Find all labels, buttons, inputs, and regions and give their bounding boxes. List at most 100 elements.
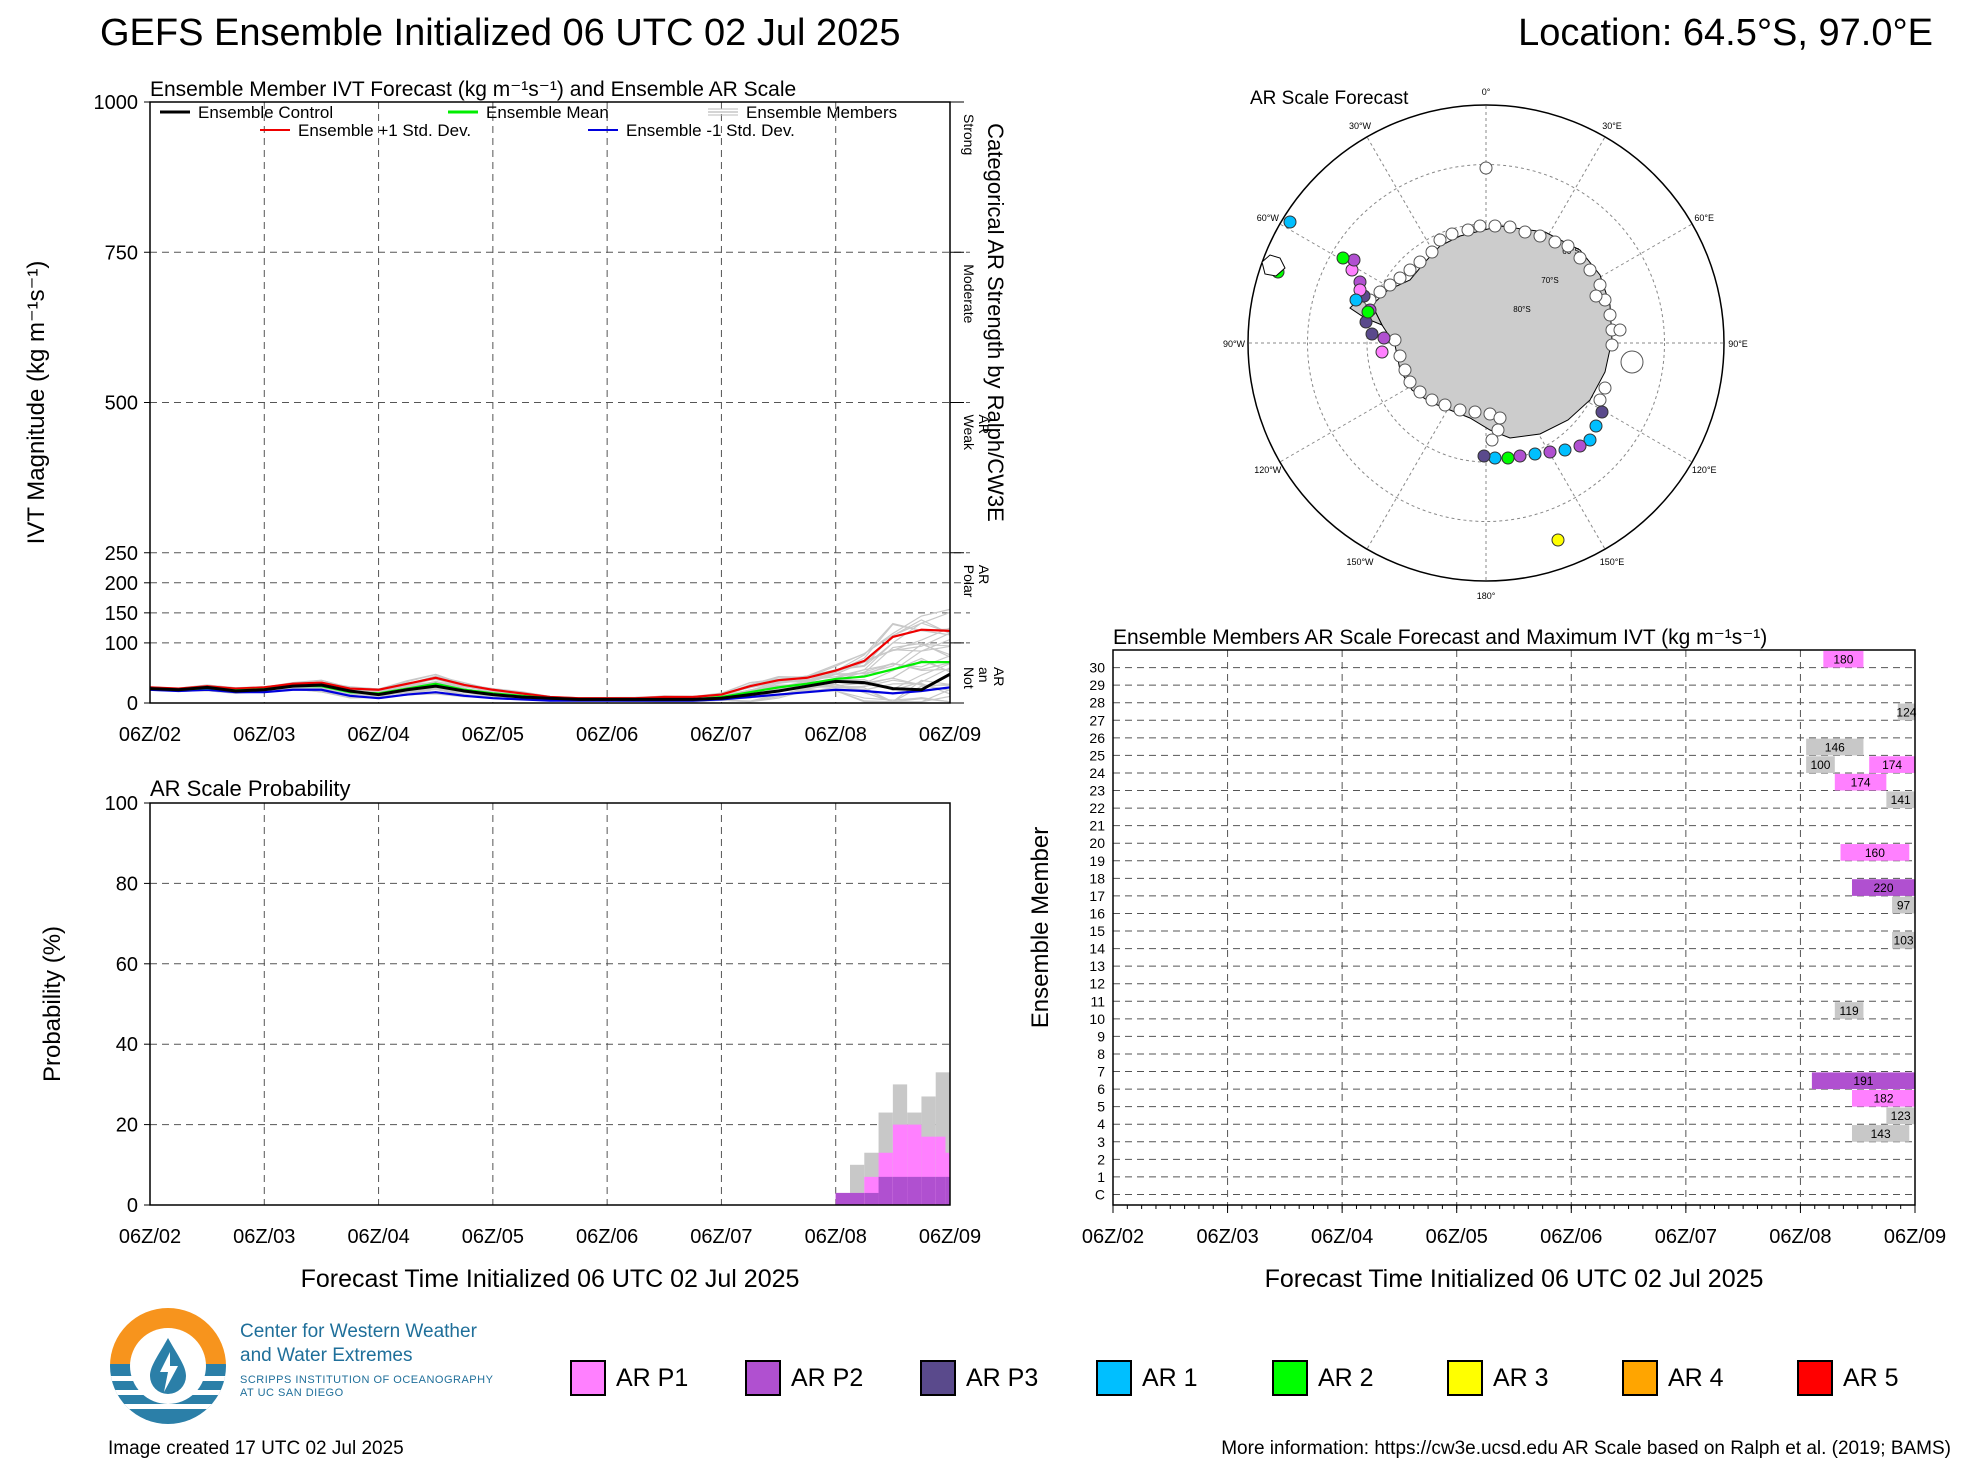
map-marker-p2 xyxy=(1543,445,1557,459)
legend-swatch xyxy=(1622,1360,1658,1396)
members-bar xyxy=(1886,791,1915,809)
ivt-plot-frame xyxy=(149,101,951,704)
ivt-xtick-label: 06Z/06 xyxy=(576,724,638,746)
map-marker-none xyxy=(1425,393,1439,407)
members-row-label: 4 xyxy=(1097,1116,1105,1132)
prob-ytick-label: 60 xyxy=(116,954,138,976)
map-marker-ar1 xyxy=(1558,443,1572,457)
cw3e-logo xyxy=(110,1308,226,1424)
legend-label: AR 5 xyxy=(1843,1363,1899,1392)
members-row-label: 27 xyxy=(1089,712,1105,728)
prob-bar-p2 xyxy=(945,1176,950,1205)
members-bar-value: 100 xyxy=(1810,758,1830,772)
legend-item-ar-p3: AR P3 xyxy=(920,1358,1038,1398)
ivt-title: Ensemble Member IVT Forecast (kg m⁻¹s⁻¹)… xyxy=(150,78,796,101)
map-lon-label: 150°W xyxy=(1346,557,1374,567)
map-meridian xyxy=(1366,342,1487,550)
prob-bar-any xyxy=(945,1084,950,1205)
map-marker-ar1 xyxy=(1349,293,1363,307)
legend-item-ar-1: AR 1 xyxy=(1096,1358,1198,1398)
ivt-ytick-label: 200 xyxy=(105,573,138,595)
members-bar-value: 124 xyxy=(1896,705,1916,719)
members-row-label: 19 xyxy=(1089,853,1105,869)
map-lon-label: 90°E xyxy=(1728,339,1748,349)
map-marker-p2 xyxy=(1513,449,1527,463)
ivt-right-label: Categorical AR Strength by Ralph/CW3E xyxy=(983,123,1008,522)
map-marker-none xyxy=(1453,403,1467,417)
map-marker-none xyxy=(1620,350,1644,374)
members-xtick-label: 06Z/05 xyxy=(1426,1226,1488,1248)
members-xtick-label: 06Z/04 xyxy=(1311,1226,1373,1248)
prob-ytick-label: 20 xyxy=(116,1115,138,1137)
map-marker-none xyxy=(1593,393,1607,407)
prob-bar-p2 xyxy=(892,1176,908,1205)
ivt-ytick-label: 150 xyxy=(105,603,138,625)
ivt-category-label: Polar xyxy=(961,565,977,598)
logo-affiliation: SCRIPPS INSTITUTION OF OCEANOGRAPHY AT U… xyxy=(240,1374,494,1399)
map-marker-none xyxy=(1605,338,1619,352)
map-marker-none xyxy=(1403,375,1417,389)
legend-swatch xyxy=(1797,1360,1833,1396)
legend-item-ar-5: AR 5 xyxy=(1797,1358,1899,1398)
map-marker-none xyxy=(1473,219,1487,233)
prob-ytick-label: 80 xyxy=(116,873,138,895)
members-row-label: 24 xyxy=(1089,765,1105,781)
members-row-label: 5 xyxy=(1097,1099,1105,1115)
members-bar xyxy=(1892,931,1915,949)
legend-label: AR 3 xyxy=(1493,1363,1549,1392)
polar-map: AR Scale Forecast 0° 30°E 60°E 90°E 120°E 150°… xyxy=(1223,87,1748,601)
members-row-label: 16 xyxy=(1089,905,1105,921)
map-lon-label: 0° xyxy=(1482,87,1491,97)
map-lon-label: 150°E xyxy=(1600,557,1625,567)
legend-item-ar-4: AR 4 xyxy=(1622,1358,1724,1398)
members-row-label: 1 xyxy=(1097,1169,1105,1185)
map-marker-none xyxy=(1598,381,1612,395)
members-bar xyxy=(1886,1107,1915,1125)
map-marker-none xyxy=(1613,323,1627,337)
map-marker-p2 xyxy=(1347,253,1361,267)
legend-item-ar-2: AR 2 xyxy=(1272,1358,1374,1398)
prob-bar-p2 xyxy=(878,1176,893,1205)
ivt-category-label: an xyxy=(976,667,992,683)
members-bar-value: 174 xyxy=(1882,758,1902,772)
map-marker-ar3 xyxy=(1551,533,1565,547)
members-bar-value: 160 xyxy=(1865,846,1885,860)
ivt-category-label: Strong xyxy=(961,114,977,155)
map-marker-none xyxy=(1388,333,1402,347)
members-bar-value: 146 xyxy=(1825,740,1845,754)
members-xtick-label: 06Z/08 xyxy=(1769,1226,1831,1248)
map-marker-none xyxy=(1573,251,1587,265)
map-marker-none xyxy=(1445,227,1459,241)
map-marker-ar2 xyxy=(1361,305,1375,319)
ivt-legend-label: Ensemble Mean xyxy=(486,103,609,122)
ivt-ytick-label: 0 xyxy=(127,693,138,715)
prob-bar-p2 xyxy=(921,1176,936,1205)
members-xtick-label: 06Z/09 xyxy=(1884,1226,1946,1248)
map-marker-none xyxy=(1468,405,1482,419)
members-bar xyxy=(1892,896,1915,914)
members-row-label: 8 xyxy=(1097,1046,1105,1062)
members-bar-value: 182 xyxy=(1873,1092,1893,1106)
members-bar-value: 180 xyxy=(1833,653,1853,667)
ivt-ytick-label: 750 xyxy=(105,242,138,264)
ivt-category-label: Moderate xyxy=(961,264,977,323)
members-bar-value: 143 xyxy=(1871,1127,1891,1141)
map-marker-none xyxy=(1433,233,1447,247)
members-row-label: 10 xyxy=(1089,1011,1105,1027)
members-row-label: 12 xyxy=(1089,976,1105,992)
map-marker-none xyxy=(1603,308,1617,322)
ivt-ytick-label: 1000 xyxy=(94,92,139,114)
members-row-label: 17 xyxy=(1089,888,1105,904)
members-bar-value: 103 xyxy=(1894,934,1914,948)
map-marker-none xyxy=(1461,223,1475,237)
map-marker-none xyxy=(1583,263,1597,277)
prob-plot-frame xyxy=(149,802,951,1206)
probability-chart: 06Z/02 06Z/03 06Z/04 06Z/05 06Z/06 06Z/07 06Z/… xyxy=(39,776,981,1293)
ivt-ytick-label: 100 xyxy=(105,633,138,655)
legend-swatch xyxy=(920,1360,956,1396)
members-row-label: 21 xyxy=(1089,818,1105,834)
ivt-xtick-label: 06Z/02 xyxy=(119,724,181,746)
members-bar xyxy=(1806,756,1835,773)
legend-swatch xyxy=(1096,1360,1132,1396)
